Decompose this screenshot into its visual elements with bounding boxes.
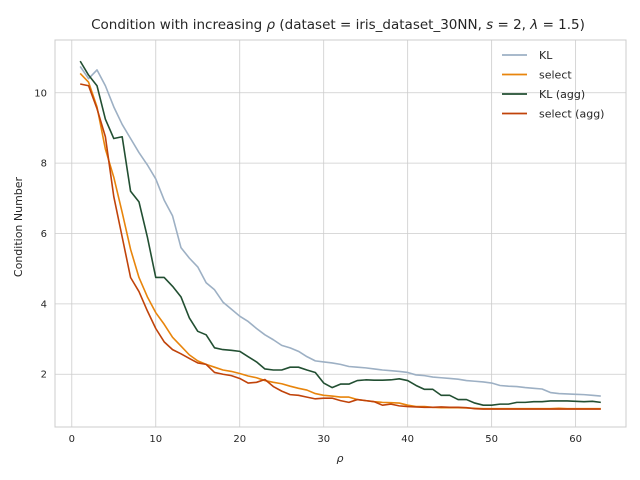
x-tick-label: 10 [149, 434, 162, 445]
series-line-3 [79, 60, 601, 406]
legend-label-4: select (agg) [539, 108, 604, 121]
tick-labels: 0 10 20 30 40 50 60 2 4 6 8 10 [34, 88, 582, 445]
legend-label-3: KL (agg) [539, 88, 585, 101]
x-tick-label: 20 [233, 434, 246, 445]
x-tick-label: 0 [69, 434, 75, 445]
y-tick-label: 4 [41, 299, 47, 310]
x-tick-label: 50 [485, 434, 498, 445]
x-tick-label: 40 [401, 434, 414, 445]
y-tick-label: 6 [41, 229, 47, 240]
x-tick-label: 60 [569, 434, 582, 445]
x-axis-label: ρ [337, 452, 344, 465]
y-axis-label: Condition Number [12, 176, 25, 277]
x-tick-label: 30 [317, 434, 330, 445]
chart-title-lambda: λ [529, 17, 538, 33]
chart-title-lambda-value: = 1.5) [538, 17, 585, 33]
chart-title-params: (dataset = iris_dataset_30NN, [275, 17, 486, 33]
y-tick-label: 8 [41, 159, 47, 170]
legend-label-1: KL [539, 49, 553, 62]
chart-title-s: s [486, 17, 493, 33]
plot-frame [54, 39, 627, 428]
chart-title-rho: ρ [267, 17, 276, 33]
legend-label-2: select [539, 69, 572, 82]
chart-title-main: Condition with increasing [91, 17, 266, 33]
series-line-1 [79, 65, 601, 397]
grid [55, 40, 626, 427]
chart-title-s-value: = 2, [493, 17, 530, 33]
legend: KL select KL (agg) select (agg) [502, 49, 604, 121]
series-group [79, 60, 601, 410]
y-tick-label: 2 [41, 370, 47, 381]
y-tick-label: 10 [34, 88, 47, 99]
series-line-4 [80, 83, 601, 410]
chart-title: Condition with increasing ρ (dataset = i… [91, 17, 585, 33]
